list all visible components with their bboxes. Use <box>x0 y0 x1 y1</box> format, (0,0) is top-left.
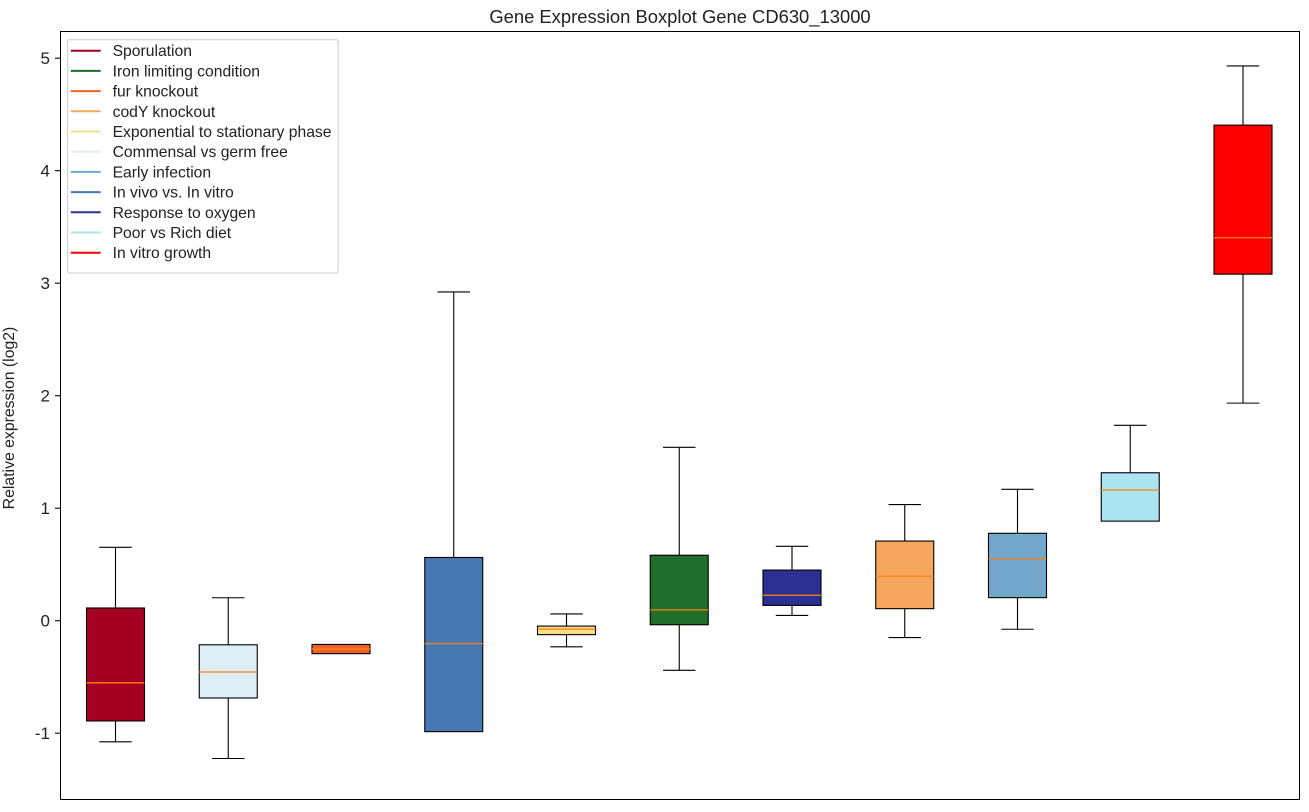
svg-text:Early infection: Early infection <box>113 164 212 181</box>
svg-text:fur knockout: fur knockout <box>113 84 199 101</box>
svg-text:3: 3 <box>41 274 50 293</box>
svg-text:2: 2 <box>41 387 50 406</box>
svg-text:5: 5 <box>41 49 50 68</box>
svg-text:Sporulation: Sporulation <box>113 43 192 60</box>
svg-text:Poor vs Rich diet: Poor vs Rich diet <box>113 225 232 242</box>
svg-text:4: 4 <box>41 162 50 181</box>
svg-text:Iron limiting condition: Iron limiting condition <box>113 63 260 80</box>
svg-text:Response to oxygen: Response to oxygen <box>113 205 256 222</box>
svg-text:In vitro growth: In vitro growth <box>113 245 212 262</box>
svg-text:Exponential to stationary phas: Exponential to stationary phase <box>113 124 332 141</box>
svg-text:1: 1 <box>41 499 50 518</box>
svg-text:In vivo vs. In vitro: In vivo vs. In vitro <box>113 185 234 202</box>
svg-text:Commensal vs germ free: Commensal vs germ free <box>113 144 289 161</box>
svg-text:-1: -1 <box>35 724 50 743</box>
svg-text:0: 0 <box>41 612 50 631</box>
svg-text:codY knockout: codY knockout <box>113 104 216 121</box>
